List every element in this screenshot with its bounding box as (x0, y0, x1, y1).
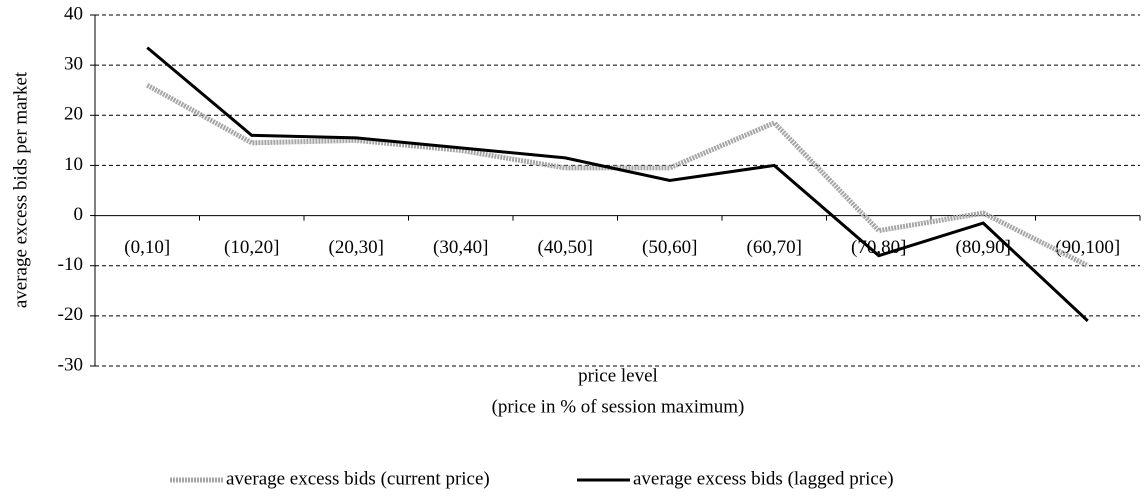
x-axis-title: (price in % of session maximum) (492, 396, 745, 417)
series-line (146, 46, 1089, 322)
y-tick-label: -20 (58, 304, 83, 325)
x-tick-label: (80,90] (956, 237, 1011, 258)
x-tick-label: (30,40] (433, 237, 488, 258)
y-axis-title: average excess bids per market (10, 71, 31, 308)
legend-label: average excess bids (lagged price) (633, 468, 894, 489)
x-tick-label: (0,10] (124, 237, 170, 258)
x-tick-label: (50,60] (642, 237, 697, 258)
x-tick-label: (20,30] (329, 237, 384, 258)
y-tick-label: 30 (64, 54, 83, 75)
x-tick-label: (40,50] (538, 237, 593, 258)
y-tick-label: 10 (64, 154, 83, 175)
x-tick-label: (60,70] (747, 237, 802, 258)
y-tick-label: 0 (74, 204, 84, 225)
y-tick-label: -30 (58, 354, 83, 375)
x-axis-title: price level (578, 365, 658, 386)
y-tick-label: 40 (64, 3, 83, 24)
y-tick-label: -10 (58, 254, 83, 275)
legend-label: average excess bids (current price) (226, 468, 490, 489)
series-line (146, 83, 1089, 268)
x-tick-label: (90,100] (1055, 237, 1120, 258)
x-tick-label: (10,20] (224, 237, 279, 258)
y-tick-label: 20 (64, 104, 83, 125)
